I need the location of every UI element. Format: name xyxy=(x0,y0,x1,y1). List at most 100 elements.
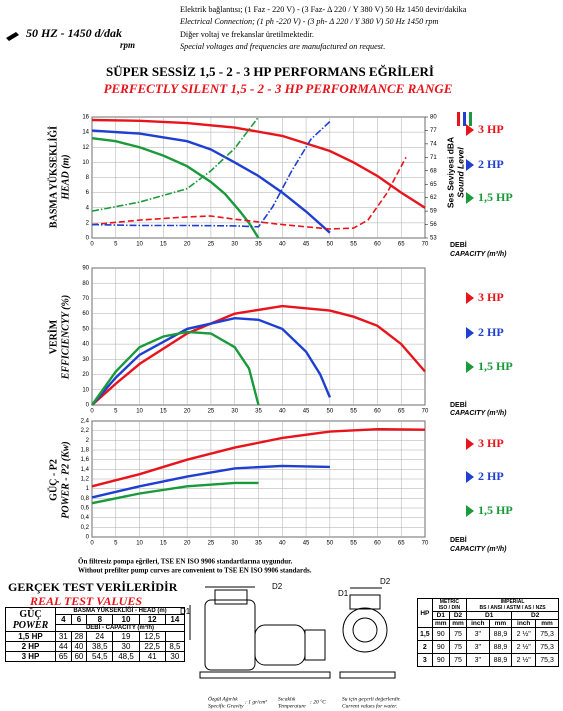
header-text: IMPERIAL xyxy=(500,599,525,605)
table-cell: 6 xyxy=(70,614,88,625)
note: Electrical Connection; (1 ph -220 V) - (… xyxy=(179,17,439,26)
table-cell: 75,3 xyxy=(535,627,559,641)
x-tick-label: 40 xyxy=(279,541,286,547)
footer-text: Specific Gravity xyxy=(208,702,244,709)
table-row: mm mm inch mm inch mm xyxy=(418,619,559,628)
table-cell: GÜÇ POWER xyxy=(5,607,56,632)
table-cell: inch xyxy=(466,619,490,628)
legend-marker xyxy=(466,159,474,171)
table-cell: 90 xyxy=(431,627,450,641)
series-line xyxy=(91,129,331,234)
x-tick-label: 5 xyxy=(114,541,118,547)
legend-marker xyxy=(466,471,474,483)
x-tick-label: 55 xyxy=(350,541,357,547)
x-tick-label: 15 xyxy=(160,242,167,248)
table-cell: 8 xyxy=(86,614,114,625)
series-line xyxy=(91,464,330,499)
series-line xyxy=(91,116,260,212)
x-label-en: CAPACITY (m³/h) xyxy=(450,410,507,417)
table-cell xyxy=(164,631,186,642)
x-tick-label: 25 xyxy=(208,409,215,415)
legend-label: 2 HP xyxy=(478,157,504,171)
pump-drawing xyxy=(189,586,396,679)
table-cell: 3" xyxy=(466,627,490,641)
series-line xyxy=(91,330,260,406)
standard-note: Without prefilter pump curves are conven… xyxy=(78,567,312,575)
table-cell: 60 xyxy=(70,651,88,662)
x-tick-label: 45 xyxy=(303,409,310,415)
legend-label: 1,5 HP xyxy=(478,359,513,373)
table-cell: 38,5 xyxy=(86,641,114,652)
x-tick-label: 0 xyxy=(90,409,94,415)
power-label: GÜÇ xyxy=(19,608,42,620)
legend-label: 1,5 HP xyxy=(478,503,513,517)
table-cell: 19 xyxy=(112,631,140,642)
test-subtitle: REAL TEST VALUES xyxy=(29,594,142,608)
table-cell: 88,9 xyxy=(488,627,513,641)
x-tick-label: 5 xyxy=(114,242,118,248)
x-tick-label: 20 xyxy=(184,242,191,248)
y-axis-title: VERİM EFFICIENCYY (%) xyxy=(47,295,71,380)
table-row: D1 D2 D1 D2 xyxy=(418,611,559,620)
table-cell: 1,5 xyxy=(417,627,433,641)
x-tick-label: 10 xyxy=(136,541,143,547)
y-tick-label: 1,4 xyxy=(81,467,90,473)
y-tick-label: 40 xyxy=(82,342,89,348)
x-label: DEBİ xyxy=(450,536,467,544)
y2-tick-label: 62 xyxy=(430,195,437,201)
table-cell: mm xyxy=(535,619,559,628)
table-cell: 44 xyxy=(54,641,72,652)
y-tick-label: 12 xyxy=(82,145,89,151)
y2-axis-title: Ses Seviyesi dBA Sound Level xyxy=(445,137,465,208)
x-tick-label: 0 xyxy=(90,541,94,547)
y-tick-label: 30 xyxy=(82,357,89,363)
note: Special voltages and frequencies are man… xyxy=(180,42,385,51)
y-tick-label: 0 xyxy=(86,236,90,242)
table-cell: 2 ½" xyxy=(511,627,537,641)
footer-text: Temperature xyxy=(278,703,306,709)
y-tick-label: 10 xyxy=(82,387,89,393)
table-cell: BASMA YÜKSEKLİĞİ - HEAD (m) xyxy=(54,607,186,615)
y-axis-title: GÜÇ - P2 POWER - P2 (Kw) xyxy=(46,441,71,519)
legend-label: 2 HP xyxy=(478,325,504,339)
footer-text: : 1 gr/cm³ xyxy=(245,699,267,705)
y-tick-label: 70 xyxy=(82,296,89,302)
table-cell: 3" xyxy=(466,653,490,667)
y2-label-en: Sound Level xyxy=(455,147,465,198)
header-text: METRIC xyxy=(439,599,459,605)
legend-marker xyxy=(466,438,474,450)
table-cell: 2 xyxy=(417,640,433,654)
table-cell: METRIC ISO / DIN xyxy=(431,598,468,612)
table-cell: 75 xyxy=(448,627,468,641)
y-tick-label: 0 xyxy=(86,403,90,409)
table-cell: DEBİ - CAPACITY (m³/h) xyxy=(54,624,186,632)
dim-label: D2 xyxy=(272,582,283,591)
header-text: ISO / DIN xyxy=(438,605,461,611)
test-title: GERÇEK TEST VERİLERİDİR xyxy=(8,580,178,594)
table-cell: D2 xyxy=(448,611,468,620)
y-tick-label: 2,2 xyxy=(81,428,90,434)
table-cell: 12,5 xyxy=(138,631,166,642)
x-label: DEBİ xyxy=(450,401,467,409)
dim-label: D2 xyxy=(380,577,391,586)
table-row: 1,5 90 75 3" 88,9 2 ½" 75,3 xyxy=(417,627,559,641)
x-tick-label: 35 xyxy=(255,242,262,248)
table-row: 3 90 75 3" 88,9 2 ½" 75,3 xyxy=(417,653,559,667)
table-cell: mm xyxy=(431,619,450,628)
table-cell: 75,3 xyxy=(535,640,559,654)
legend-label: 3 HP xyxy=(478,122,504,136)
dim-label: D1 xyxy=(180,607,191,616)
table-cell: 3 xyxy=(417,653,433,667)
table-cell: 41 xyxy=(138,651,166,662)
x-tick-label: 0 xyxy=(90,242,94,248)
series-line xyxy=(91,156,407,230)
x-label-en: CAPACITY (m³/h) xyxy=(450,546,507,553)
legend-marker xyxy=(466,292,474,304)
footer-text: Özgül Ağırlık xyxy=(208,694,238,702)
table-cell: 8,5 xyxy=(164,641,186,652)
y-label: VERİM xyxy=(47,319,59,354)
x-label: DEBİ xyxy=(450,241,467,249)
y-tick-label: 10 xyxy=(82,160,89,166)
table-cell: inch xyxy=(511,619,537,628)
table-cell: 65 xyxy=(54,651,72,662)
